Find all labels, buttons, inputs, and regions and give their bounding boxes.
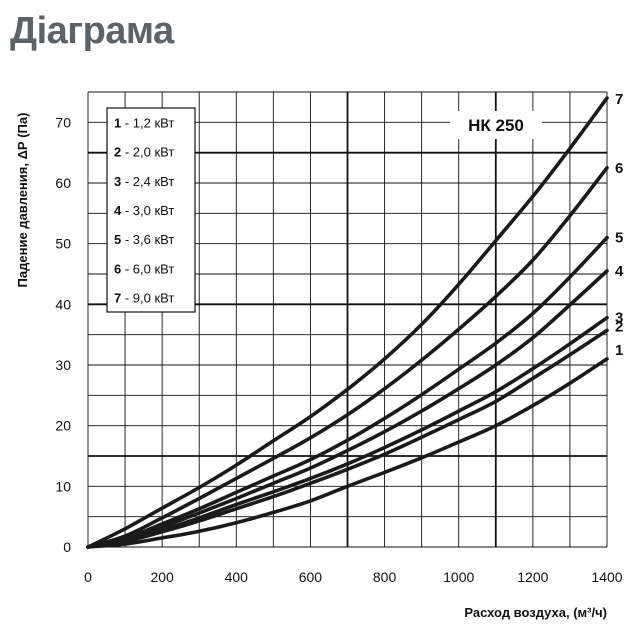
y-tick-label: 60 <box>55 175 71 191</box>
x-tick-label: 1000 <box>443 569 474 585</box>
legend-item-6: 6 - 6,0 кВт <box>114 261 174 276</box>
curve-2 <box>86 328 609 549</box>
x-tick-label: 1400 <box>591 569 622 585</box>
curve-label-4: 4 <box>615 263 624 280</box>
y-tick-label: 50 <box>55 236 71 252</box>
legend-item-2: 2 - 2,0 кВт <box>114 145 174 160</box>
legend-item-number: 3 <box>114 174 121 189</box>
curves <box>86 96 609 549</box>
x-tick-label: 600 <box>299 569 323 585</box>
y-tick-label: 0 <box>63 539 71 555</box>
y-tick-label: 30 <box>55 357 71 373</box>
curve-label-6: 6 <box>615 160 623 177</box>
legend-item-5: 5 - 3,6 кВт <box>114 232 174 247</box>
y-tick-label: 20 <box>55 418 71 434</box>
curve-label-1: 1 <box>615 342 623 359</box>
curve-label-5: 5 <box>615 230 623 247</box>
curve-6 <box>86 166 609 549</box>
curve-label-3: 3 <box>615 310 623 327</box>
legend-item-power: - 3,6 кВт <box>121 232 174 247</box>
legend-item-number: 6 <box>114 261 121 276</box>
model-label-bg <box>450 111 542 139</box>
legend-item-power: - 3,0 кВт <box>121 203 174 218</box>
legend-item-number: 7 <box>114 290 121 305</box>
x-tick-label: 200 <box>150 569 174 585</box>
x-axis-title: Расход воздуха, (м³/ч) <box>464 605 607 620</box>
legend-item-power: - 9,0 кВт <box>121 290 174 305</box>
legend-item-number: 5 <box>114 232 121 247</box>
curve-label-2: 2 <box>615 318 623 335</box>
page-title: Діаграма <box>10 10 174 52</box>
x-axis-ticks: 0 200 400 600 800 1000 1200 1400 <box>84 569 623 585</box>
legend-item-power: - 2,0 кВт <box>121 145 174 160</box>
legend-item-number: 4 <box>114 203 122 218</box>
legend-item-1: 1 - 1,2 кВт <box>114 116 174 131</box>
curve-label-7: 7 <box>615 91 623 108</box>
legend-item-4: 4 - 3,0 кВт <box>114 203 174 218</box>
curve-5 <box>86 235 609 549</box>
y-axis-ticks: 0 10 20 30 40 50 60 70 <box>55 114 71 555</box>
legend-item-number: 2 <box>114 145 121 160</box>
y-tick-label: 10 <box>55 478 71 494</box>
curve-1 <box>86 357 609 549</box>
legend-item-power: - 6,0 кВт <box>121 261 174 276</box>
y-axis-title: Падение давления, ΔР (Па) <box>15 113 30 288</box>
legend-item-power: - 2,4 кВт <box>121 174 174 189</box>
x-tick-label: 1200 <box>517 569 548 585</box>
x-tick-label: 400 <box>225 569 249 585</box>
legend-item-number: 1 <box>114 116 121 131</box>
model-label: НК 250 <box>468 116 524 135</box>
model-label-box: НК 250 <box>450 111 542 139</box>
curve-3 <box>86 315 609 549</box>
curve-7 <box>86 96 609 549</box>
y-tick-label: 40 <box>55 296 71 312</box>
legend-item-7: 7 - 9,0 кВт <box>114 290 174 305</box>
legend-item-power: - 1,2 кВт <box>121 116 174 131</box>
legend-item-3: 3 - 2,4 кВт <box>114 174 174 189</box>
x-tick-label: 0 <box>84 569 92 585</box>
legend-box <box>106 107 196 313</box>
y-tick-label: 70 <box>55 114 71 130</box>
x-tick-label: 800 <box>373 569 397 585</box>
curve-4 <box>86 269 609 549</box>
